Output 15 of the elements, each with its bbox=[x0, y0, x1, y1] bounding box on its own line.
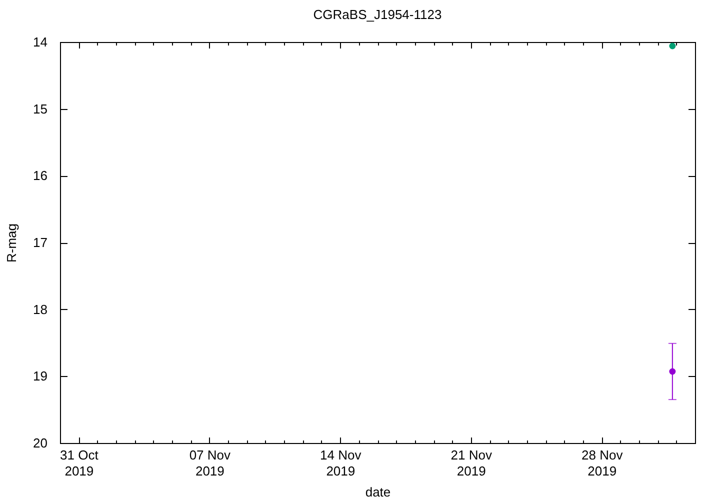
x-tick-label: 31 Oct 2019 bbox=[60, 448, 99, 478]
x-tick-label: 14 Nov 2019 bbox=[320, 448, 362, 478]
x-axis-title: date bbox=[365, 484, 391, 500]
y-tick-label: 16 bbox=[33, 168, 48, 184]
x-tick-label: 28 Nov 2019 bbox=[582, 448, 624, 478]
y-axis-title: R-mag bbox=[4, 223, 20, 263]
x-tick-label: 21 Nov 2019 bbox=[450, 448, 492, 478]
y-tick-label: 14 bbox=[33, 34, 48, 50]
y-tick-label: 17 bbox=[33, 235, 48, 250]
chart-title: CGRaBS_J1954-1123 bbox=[313, 7, 442, 22]
y-tick-label: 18 bbox=[33, 302, 48, 317]
y-tick-label: 19 bbox=[33, 368, 48, 384]
x-tick-label: 07 Nov 2019 bbox=[189, 448, 231, 478]
y-tick-label: 15 bbox=[33, 101, 48, 116]
y-tick-label: 20 bbox=[33, 436, 48, 450]
